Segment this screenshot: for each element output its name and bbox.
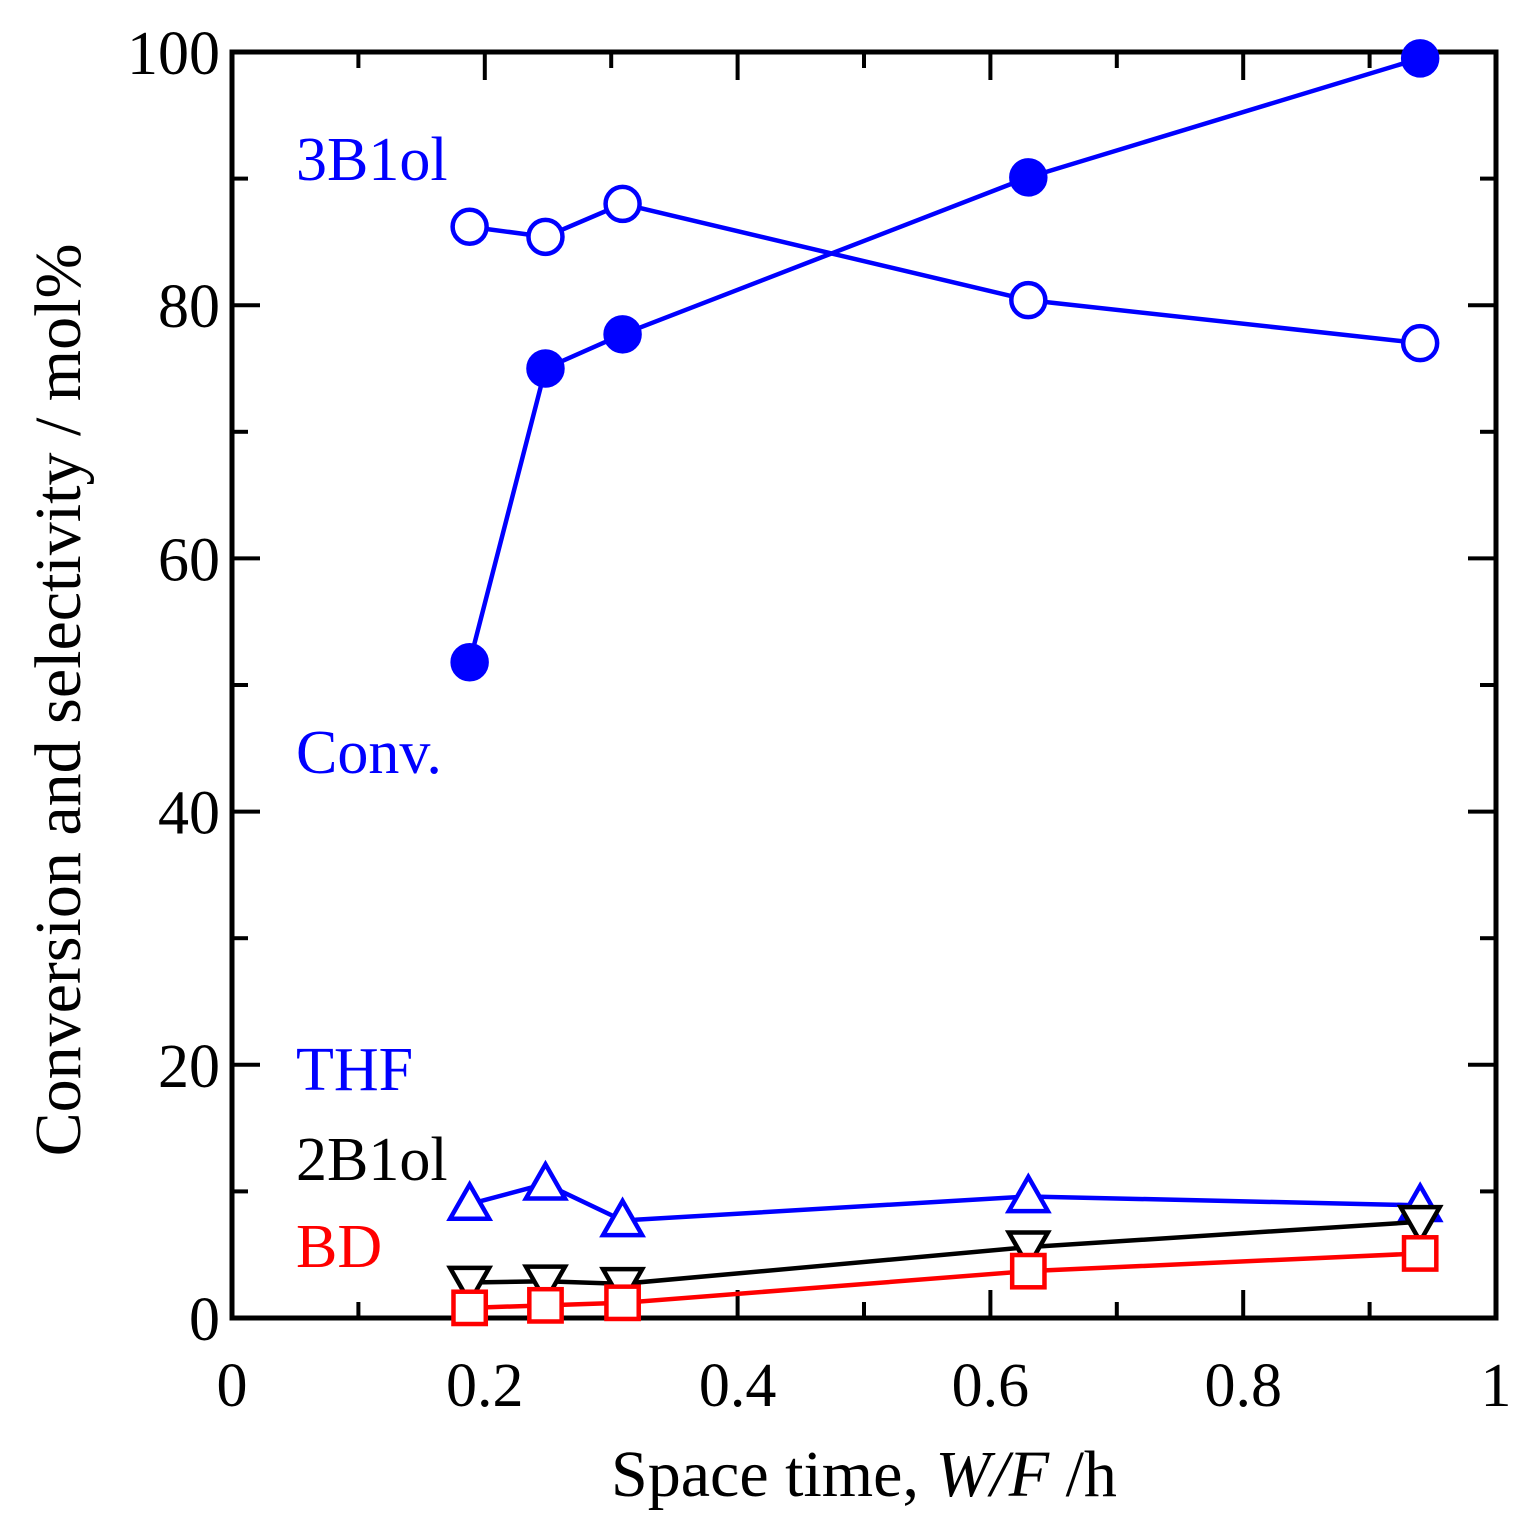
label-2b1ol: 2B1ol (296, 1126, 448, 1194)
data-point-conv (1400, 39, 1440, 78)
x-axis-title: Space time, W/F /h (611, 1438, 1117, 1511)
data-point-thf (1004, 1172, 1052, 1214)
x-tick-label: 0.4 (699, 1352, 777, 1420)
data-point-3b1ol (526, 217, 565, 257)
data-point-conv (450, 642, 489, 682)
label-thf: THF (296, 1036, 413, 1104)
data-point-3b1ol (1400, 323, 1440, 363)
y-tick-label: 20 (158, 1033, 220, 1101)
y-tick-label: 60 (158, 526, 220, 594)
series-line-conv (467, 56, 1421, 663)
data-point-bd (1009, 1252, 1047, 1290)
x-tick-label: 0.6 (952, 1352, 1030, 1420)
y-tick-label: 100 (127, 20, 220, 88)
data-point-3b1ol (603, 184, 642, 224)
data-point-2b1ol (446, 1265, 494, 1307)
x-axis-title-unit: /h (1049, 1438, 1117, 1511)
ticks: 0 0.2 0.4 0.6 0.8 1 0 20 40 60 80 100 (127, 20, 1512, 1420)
data-point-thf (599, 1196, 647, 1238)
label-conv: Conv. (296, 719, 442, 787)
label-bd: BD (296, 1213, 382, 1281)
data-point-conv (603, 315, 642, 354)
y-tick-label: 40 (158, 780, 220, 848)
series-layer (446, 39, 1444, 1327)
y-tick-label: 80 (158, 273, 220, 341)
data-point-bd (527, 1286, 564, 1324)
data-point-2b1ol (1396, 1204, 1444, 1246)
data-point-thf (446, 1179, 494, 1221)
data-point-2b1ol (1004, 1230, 1052, 1272)
x-tick-label: 0.2 (446, 1352, 524, 1420)
data-point-thf (522, 1159, 569, 1201)
data-point-bd (451, 1289, 489, 1327)
x-axis-title-prefix: Space time, (611, 1438, 935, 1511)
data-point-bd (1401, 1235, 1439, 1272)
x-tick-label: 0 (217, 1352, 248, 1420)
y-tick-label: 0 (189, 1286, 220, 1354)
data-point-conv (526, 349, 565, 388)
y-axis-title: Conversion and selectivity / mol% (22, 244, 95, 1157)
x-axis-title-var: W/F (935, 1438, 1049, 1511)
x-tick-label: 0.8 (1204, 1352, 1282, 1420)
data-point-3b1ol (450, 207, 489, 246)
data-point-3b1ol (1009, 280, 1048, 320)
data-point-2b1ol (522, 1264, 569, 1306)
x-tick-label: 1 (1481, 1352, 1512, 1420)
label-3b1ol: 3B1ol (296, 126, 448, 194)
data-point-conv (1009, 158, 1048, 197)
data-point-bd (604, 1284, 641, 1322)
